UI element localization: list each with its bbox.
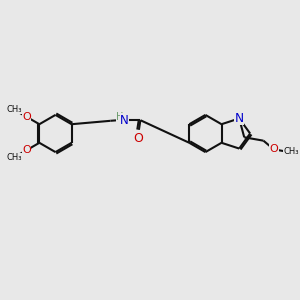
Text: CH₃: CH₃	[6, 153, 22, 162]
Text: N: N	[120, 114, 129, 127]
Text: O: O	[22, 112, 31, 122]
Text: CH₃: CH₃	[6, 105, 22, 114]
Text: O: O	[22, 145, 31, 155]
Text: CH₃: CH₃	[283, 147, 299, 156]
Text: H: H	[116, 112, 123, 122]
Text: O: O	[133, 132, 143, 145]
Text: N: N	[235, 112, 244, 125]
Text: O: O	[269, 144, 278, 154]
